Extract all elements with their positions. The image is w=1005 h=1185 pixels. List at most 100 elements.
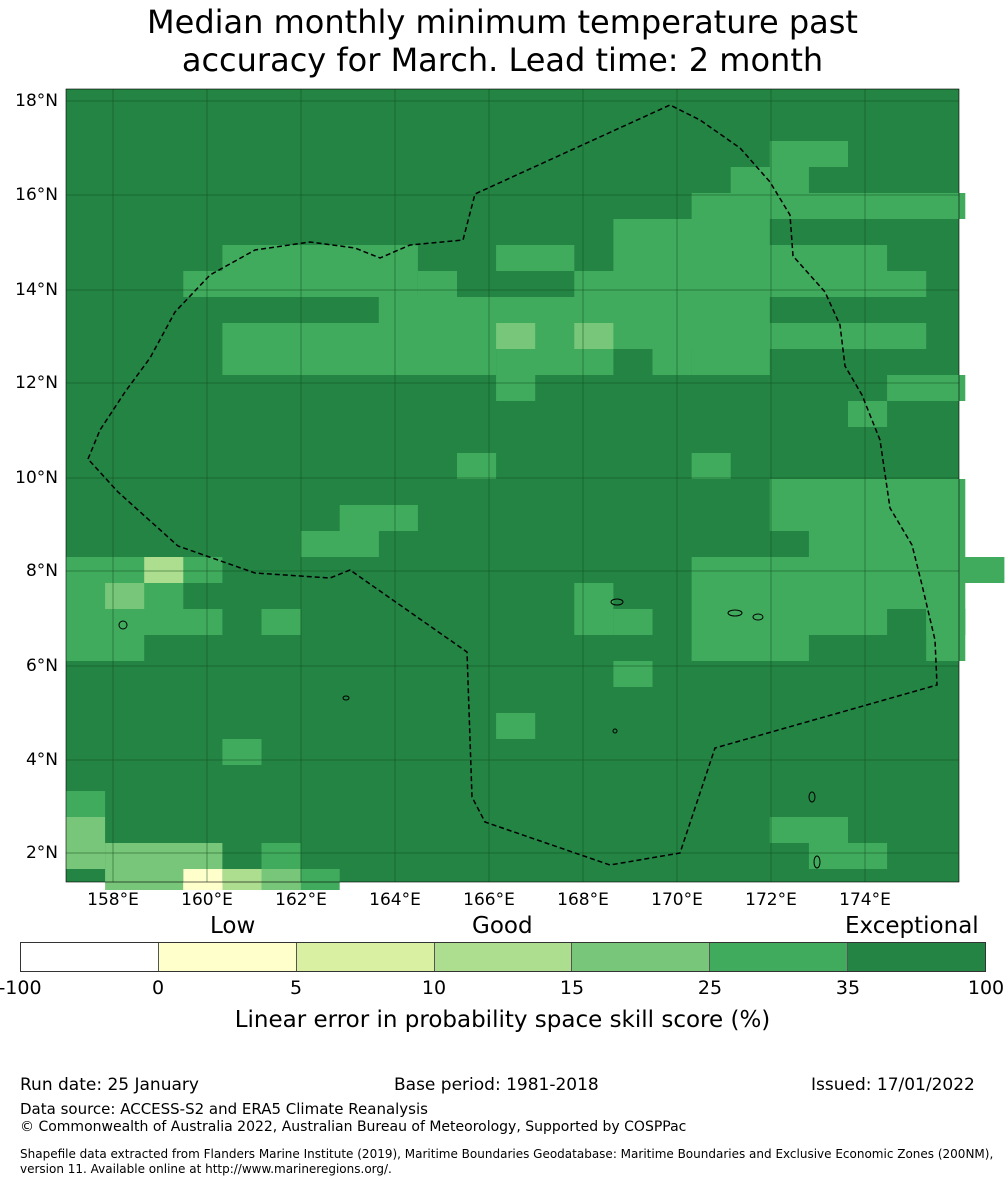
map-frame (65, 88, 960, 883)
skill-cell (613, 609, 653, 635)
latitude-tick-label: 16°N (15, 185, 58, 205)
island (752, 613, 764, 621)
skill-cell (574, 323, 614, 349)
skill-cell (769, 141, 848, 167)
skill-cell (887, 375, 966, 401)
skill-cell (691, 609, 888, 635)
colorbar-segment (572, 943, 711, 971)
skill-cell (222, 869, 262, 890)
skill-cell (66, 817, 106, 869)
colorbar-tick-label: 100 (967, 977, 1005, 999)
island (118, 620, 128, 630)
longitude-tick-label: 170°E (651, 890, 703, 910)
skill-cell (691, 349, 770, 375)
skill-cell (496, 349, 614, 375)
colorbar-heading-exceptional: Exceptional (845, 913, 979, 939)
island (610, 598, 624, 606)
island (813, 855, 821, 869)
run-date: Run date: 25 January (20, 1075, 199, 1095)
skill-map (65, 88, 1005, 890)
colorbar-segment (158, 943, 297, 971)
skill-cell (574, 271, 927, 297)
longitude-tick-label: 160°E (181, 890, 233, 910)
colorbar-segment (434, 943, 573, 971)
skill-cell (339, 505, 418, 531)
longitude-tick-label: 158°E (87, 890, 139, 910)
skill-grid-cells (66, 89, 1005, 890)
colorbar-tick-label: 25 (697, 977, 723, 999)
colorbar-segment (848, 943, 986, 971)
longitude-tick-label: 174°E (839, 890, 891, 910)
longitude-tick-label: 162°E (275, 890, 327, 910)
skill-cell (496, 323, 536, 349)
latitude-tick-label: 10°N (15, 468, 58, 488)
skill-cell (105, 869, 184, 890)
colorbar-tick-label: 10 (421, 977, 447, 999)
skill-cell (66, 609, 223, 635)
longitude-tick-label: 168°E (557, 890, 609, 910)
island (342, 695, 350, 701)
skill-cell (691, 557, 1005, 583)
latitude-tick-label: 2°N (25, 843, 58, 863)
data-source: Data source: ACCESS-S2 and ERA5 Climate … (20, 1100, 428, 1118)
skill-cell (613, 661, 653, 687)
longitude-tick-label: 164°E (369, 890, 421, 910)
colorbar-tick-label: 5 (289, 977, 303, 999)
skill-cell (261, 609, 301, 635)
island-outlines (118, 598, 821, 869)
skill-cell (496, 375, 536, 401)
colorbar-tick-label: 0 (151, 977, 165, 999)
skill-cell (613, 219, 770, 245)
skill-cell (808, 531, 966, 557)
skill-cell (769, 479, 966, 505)
island (727, 609, 743, 617)
skill-cell (66, 791, 106, 817)
copyright: © Commonwealth of Australia 2022, Austra… (20, 1119, 687, 1135)
colorbar (20, 942, 986, 972)
latitude-tick-label: 6°N (25, 656, 58, 676)
skill-cell (496, 713, 536, 739)
graticule-lines (66, 89, 959, 882)
skill-cell (808, 843, 888, 869)
skill-cell (222, 739, 262, 765)
colorbar-tick-label: -100 (0, 977, 42, 999)
latitude-tick-label: 4°N (25, 750, 58, 770)
skill-cell (300, 869, 340, 890)
skill-cell (691, 583, 927, 609)
skill-cell (144, 557, 184, 583)
longitude-tick-label: 166°E (463, 890, 515, 910)
skill-cell (496, 245, 575, 271)
skill-cell (652, 349, 692, 375)
skill-cell (378, 297, 770, 323)
colorbar-heading-good: Good (472, 913, 533, 939)
skill-cell (613, 245, 888, 271)
colorbar-segment (296, 943, 435, 971)
skill-cell (339, 531, 379, 557)
latitude-tick-label: 8°N (25, 561, 58, 581)
skill-cell (66, 635, 145, 661)
issued-date: Issued: 17/01/2022 (811, 1075, 975, 1095)
base-period: Base period: 1981-2018 (394, 1075, 599, 1095)
skill-cell (769, 505, 966, 531)
skill-cell (691, 323, 927, 349)
eez-boundary (87, 104, 938, 866)
latitude-tick-label: 18°N (15, 91, 58, 111)
skill-cell (183, 869, 223, 890)
skill-cell (457, 453, 497, 479)
skill-cell (691, 453, 731, 479)
skill-cell (105, 843, 223, 869)
skill-cell (769, 817, 848, 843)
skill-cell (691, 635, 809, 661)
latitude-tick-label: 12°N (15, 373, 58, 393)
skill-cell (730, 167, 809, 193)
skill-cell (926, 583, 966, 661)
map-title-line-1: Median monthly minimum temperature past (147, 3, 858, 41)
skill-cell (848, 401, 888, 427)
island (612, 728, 618, 734)
shapefile-credit: Shapefile data extracted from Flanders M… (20, 1147, 994, 1176)
skill-cell (417, 271, 457, 297)
longitude-tick-label: 172°E (745, 890, 797, 910)
colorbar-tick-label: 35 (835, 977, 861, 999)
map-title-line-2: accuracy for March. Lead time: 2 month (181, 41, 824, 79)
colorbar-tick-label: 15 (559, 977, 585, 999)
